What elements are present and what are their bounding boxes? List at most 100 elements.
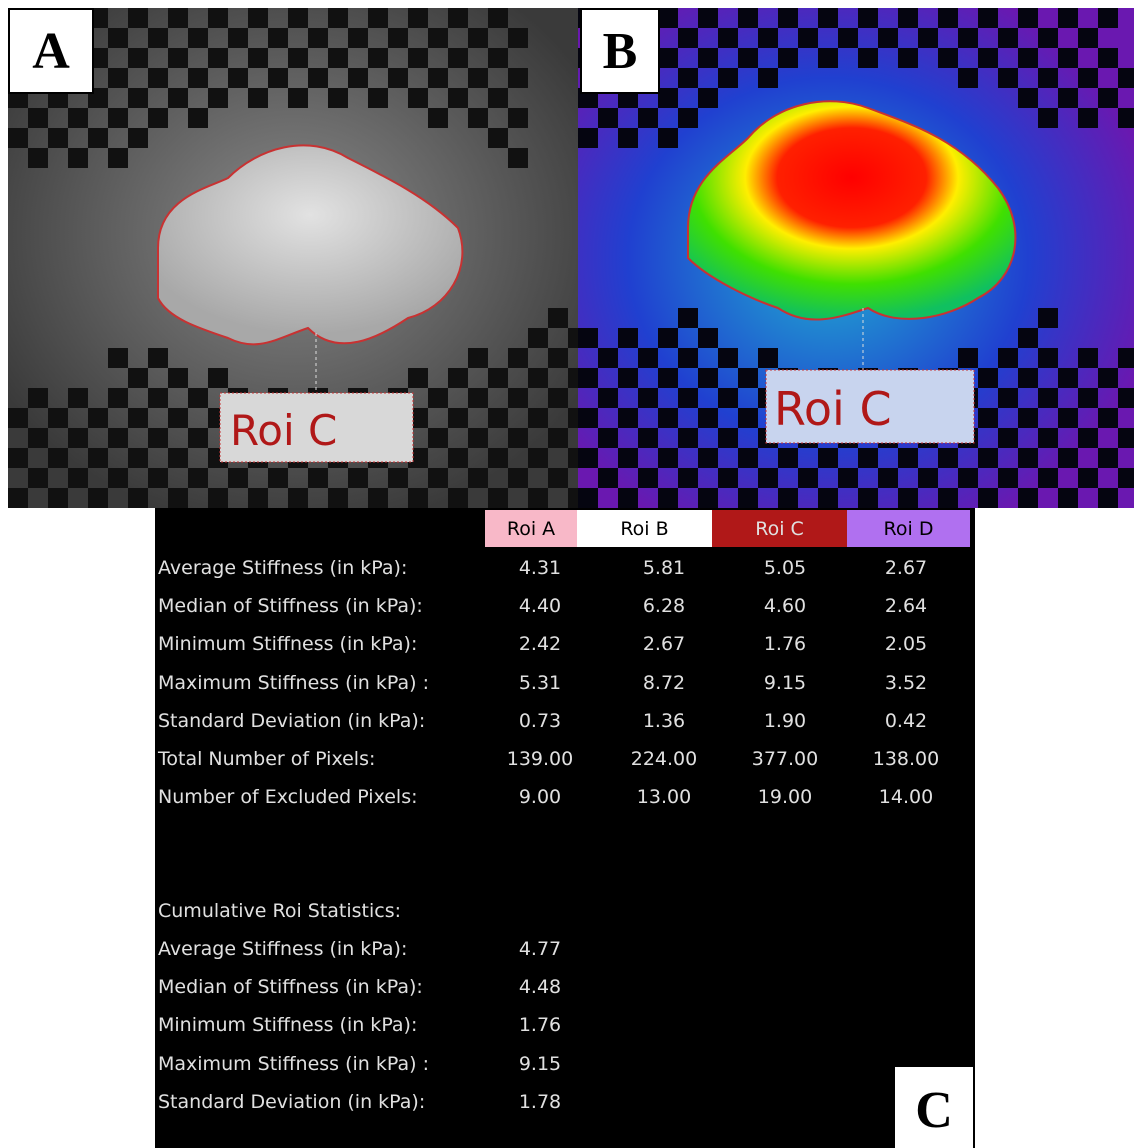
pixel — [1098, 8, 1118, 28]
pixel — [618, 328, 638, 348]
cell-value: 8.72 — [609, 672, 719, 694]
pixel — [858, 8, 878, 28]
pixel — [678, 108, 698, 128]
pixel — [578, 448, 598, 468]
column-header: Roi D — [847, 510, 970, 547]
pixel — [208, 88, 228, 108]
pixel — [678, 28, 698, 48]
pixel — [698, 48, 718, 68]
pixel — [268, 28, 288, 48]
pixel — [938, 488, 958, 508]
pixel — [108, 68, 128, 88]
row-label: Maximum Stiffness (in kPa) : — [158, 672, 429, 694]
pixel — [428, 68, 448, 88]
pixel — [738, 368, 758, 388]
pixel — [148, 388, 168, 408]
pixel — [1018, 448, 1038, 468]
pixel — [368, 48, 388, 68]
pixel — [388, 68, 408, 88]
figure: Roi C Roi C A B Roi ARoi BRoi CRoi DAver… — [0, 0, 1134, 1148]
pixel — [718, 28, 738, 48]
pixel — [698, 88, 718, 108]
pixel — [168, 48, 188, 68]
pixel — [188, 468, 208, 488]
pixel — [188, 28, 208, 48]
pixel — [618, 128, 638, 148]
pixel — [68, 468, 88, 488]
pixel — [598, 468, 618, 488]
pixel — [1038, 108, 1058, 128]
pixel — [488, 8, 508, 28]
pixel — [758, 348, 778, 368]
cell-value: 2.67 — [609, 633, 719, 655]
cell-value: 0.73 — [485, 710, 595, 732]
pixel — [168, 408, 188, 428]
pixel — [28, 148, 48, 168]
pixel — [818, 48, 838, 68]
row-label: Minimum Stiffness (in kPa): — [158, 1014, 417, 1036]
pixel — [938, 48, 958, 68]
pixel — [128, 368, 148, 388]
pixel — [898, 448, 918, 468]
pixel — [548, 468, 568, 488]
pixel — [188, 68, 208, 88]
pixel — [348, 468, 368, 488]
pixel — [1058, 488, 1078, 508]
pixel — [1058, 88, 1078, 108]
cell-value: 9.15 — [730, 672, 840, 694]
pixel — [1018, 48, 1038, 68]
pixel — [638, 348, 658, 368]
pixel — [408, 48, 428, 68]
pixel — [698, 8, 718, 28]
cell-value: 1.78 — [485, 1091, 595, 1113]
pixel — [958, 68, 978, 88]
pixel — [1018, 368, 1038, 388]
row-label: Standard Deviation (in kPa): — [158, 1091, 425, 1113]
row-label: Median of Stiffness (in kPa): — [158, 595, 423, 617]
pixel — [228, 68, 248, 88]
row-label: Maximum Stiffness (in kPa) : — [158, 1053, 429, 1075]
pixel — [508, 28, 528, 48]
pixel — [568, 328, 578, 348]
pixel — [68, 148, 88, 168]
pixel — [28, 468, 48, 488]
pixel — [918, 468, 938, 488]
pixel — [188, 388, 208, 408]
pixel — [1078, 468, 1098, 488]
pixel — [408, 8, 428, 28]
pixel — [1078, 388, 1098, 408]
pixel — [978, 488, 998, 508]
pixel — [48, 128, 68, 148]
pixel — [1098, 488, 1118, 508]
pixel — [508, 108, 528, 128]
pixel — [998, 388, 1018, 408]
pixel — [898, 488, 918, 508]
pixel — [168, 88, 188, 108]
cell-value: 5.05 — [730, 557, 840, 579]
pixel — [568, 488, 578, 508]
pixel — [998, 28, 1018, 48]
pixel — [168, 488, 188, 508]
pixel — [128, 8, 148, 28]
pixel — [288, 88, 308, 108]
pixel — [838, 28, 858, 48]
pixel — [658, 328, 678, 348]
pixel — [898, 8, 918, 28]
pixel — [108, 108, 128, 128]
pixel — [1018, 8, 1038, 28]
pixel — [738, 408, 758, 428]
pixel — [898, 48, 918, 68]
pixel — [818, 8, 838, 28]
pixel — [1038, 388, 1058, 408]
pixel — [578, 408, 598, 428]
pixel — [778, 8, 798, 28]
pixel — [698, 408, 718, 428]
pixel — [598, 428, 618, 448]
pixel — [68, 428, 88, 448]
pixel — [208, 488, 228, 508]
pixel — [758, 468, 778, 488]
pixel — [818, 488, 838, 508]
pixel — [958, 468, 978, 488]
pixel — [508, 468, 528, 488]
pixel — [1058, 8, 1078, 28]
